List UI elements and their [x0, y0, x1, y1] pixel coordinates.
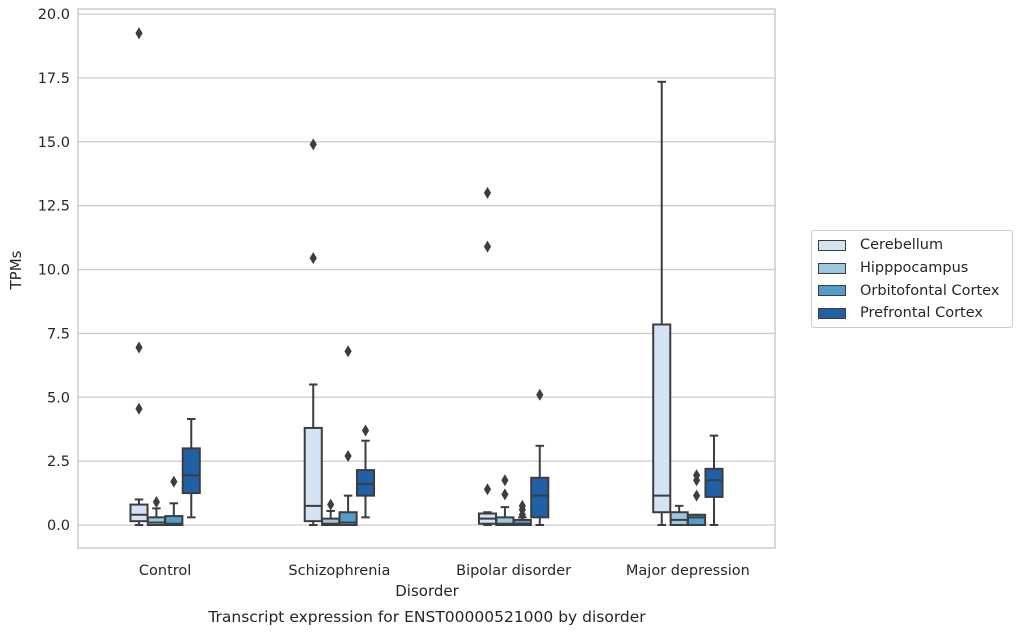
legend-item: Cerebellum — [812, 234, 1012, 257]
outlier-point — [309, 252, 317, 265]
legend-label: Prefrontal Cortex — [860, 305, 983, 322]
outlier-point — [309, 138, 317, 151]
y-tick-label: 10.0 — [38, 263, 70, 279]
y-tick-label: 12.5 — [38, 199, 70, 215]
outlier-point — [501, 474, 509, 487]
box-cerebellum-1 — [303, 138, 323, 527]
outlier-point — [483, 240, 492, 253]
box-body — [181, 447, 201, 495]
outlier-point — [170, 475, 178, 488]
outlier-point — [344, 345, 352, 358]
outlier-point — [327, 498, 335, 511]
plot-area-frame — [77, 8, 776, 549]
legend-label: Hipppocampus — [860, 260, 969, 277]
box-orbitofontal-cortex-3 — [687, 469, 707, 527]
box-cerebellum-0 — [129, 27, 149, 527]
outlier-point — [483, 186, 492, 199]
x-tick-label: Control — [139, 563, 191, 579]
box-body — [530, 476, 550, 519]
outlier-point — [135, 341, 143, 354]
y-tick-label: 17.5 — [38, 71, 70, 87]
box-cerebellum-3 — [652, 80, 672, 527]
box-body — [355, 469, 376, 497]
outlier-point — [692, 469, 701, 482]
outlier-point — [361, 424, 370, 437]
box-prefrontal-cortex-2 — [530, 388, 550, 527]
outlier-point — [135, 27, 143, 40]
x-tick-label: Major depression — [626, 563, 750, 579]
legend-item: Hipppocampus — [812, 257, 1012, 280]
y-tick-label: 20.0 — [38, 7, 70, 23]
legend-swatch — [818, 262, 846, 274]
y-tick-labels: 0.0 2.5 5.0 7.5 10.0 12.5 15.0 17.5 20.0 — [38, 7, 70, 534]
box-orbitofontal-cortex-0 — [164, 475, 184, 527]
box-hipppocampus-1 — [321, 498, 341, 527]
x-axis-label: Disorder — [395, 582, 459, 600]
legend-swatch — [818, 285, 846, 297]
box-prefrontal-cortex-3 — [704, 434, 724, 527]
y-tick-label: 7.5 — [47, 326, 70, 342]
outlier-point — [152, 496, 161, 509]
y-tick-label: 2.5 — [47, 454, 70, 470]
box-body — [704, 467, 724, 498]
box-prefrontal-cortex-1 — [355, 424, 376, 519]
box-orbitofontal-cortex-2 — [512, 499, 532, 527]
box-hipppocampus-2 — [495, 474, 515, 527]
outlier-point — [536, 388, 544, 401]
box-body — [146, 516, 166, 527]
legend-item: Orbitofontal Cortex — [812, 279, 1012, 302]
chart-title: Transcript expression for ENST0000052100… — [207, 608, 646, 626]
box-orbitofontal-cortex-1 — [338, 345, 358, 527]
y-tick-label: 15.0 — [38, 135, 70, 151]
outlier-point — [501, 488, 509, 501]
y-tick-label: 0.0 — [47, 518, 70, 534]
legend-label: Cerebellum — [860, 237, 944, 254]
x-tick-label: Schizophrenia — [288, 563, 390, 579]
box-body — [129, 503, 149, 523]
legend-swatch — [818, 239, 846, 251]
box-body — [164, 515, 184, 527]
x-tick-labels: Control Schizophrenia Bipolar disorder Majo… — [139, 563, 750, 579]
x-tick-label: Bipolar disorder — [456, 563, 571, 579]
outlier-point — [483, 483, 492, 496]
outlier-point — [692, 489, 701, 502]
legend-item: Prefrontal Cortex — [812, 302, 1012, 325]
y-axis-label: TPMs — [7, 250, 25, 290]
box-prefrontal-cortex-0 — [181, 417, 201, 519]
box-body — [669, 511, 689, 527]
legend-swatch — [818, 307, 846, 319]
legend-label: Orbitofontal Cortex — [860, 282, 1000, 299]
boxes — [129, 27, 724, 527]
box-hipppocampus-3 — [669, 504, 689, 527]
box-hipppocampus-0 — [146, 496, 166, 527]
box-cerebellum-2 — [477, 186, 498, 527]
y-tick-label: 5.0 — [47, 390, 70, 406]
box-body — [687, 513, 707, 527]
outlier-point — [135, 402, 143, 415]
legend: Cerebellum Hipppocampus Orbitofontal Corte… — [811, 230, 1013, 328]
box-body — [303, 426, 323, 523]
outlier-point — [518, 499, 526, 512]
outlier-point — [344, 450, 352, 463]
box-body — [652, 323, 672, 514]
